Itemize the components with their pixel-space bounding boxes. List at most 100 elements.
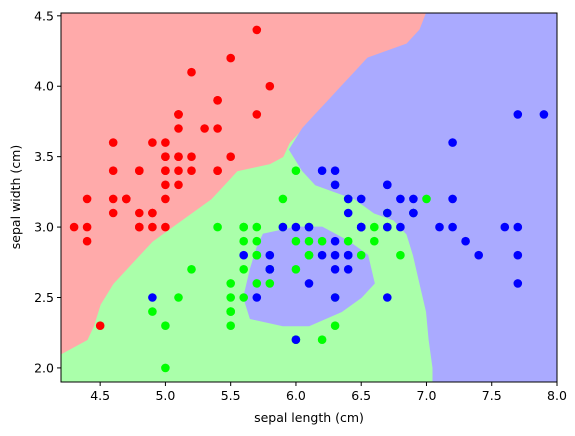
point-class-2-41 — [409, 208, 418, 218]
point-class-2-15 — [343, 194, 353, 204]
y-tick-label: 4.0 — [34, 79, 54, 94]
point-class-0-49 — [161, 180, 170, 190]
point-class-1-48 — [174, 293, 183, 302]
point-class-2-6 — [148, 293, 157, 302]
point-class-2-37 — [343, 208, 353, 218]
point-class-0-1 — [148, 222, 157, 232]
point-class-2-18 — [513, 279, 523, 288]
point-class-1-34 — [213, 222, 222, 232]
point-class-1-33 — [291, 265, 301, 274]
point-class-0-37 — [148, 138, 157, 147]
point-class-1-38 — [239, 222, 248, 232]
x-axis-ticks: 4.5 5.0 5.5 6.0 6.5 7.0 7.5 8.0 — [90, 382, 567, 403]
y-tick-label: 3.5 — [34, 149, 54, 164]
point-class-2-0 — [330, 180, 340, 190]
region-class-2-3 — [243, 226, 375, 327]
point-class-0-32 — [187, 67, 196, 77]
point-class-1-0 — [422, 194, 431, 204]
point-class-2-32 — [343, 250, 353, 260]
point-class-2-47 — [356, 222, 366, 232]
x-axis-label: sepal length (cm) — [254, 410, 364, 425]
y-axis-ticks: 2.0 2.5 3.0 3.5 4.0 4.5 — [34, 8, 61, 375]
x-tick-label: 8.0 — [547, 388, 567, 403]
point-class-2-25 — [448, 194, 457, 204]
point-class-2-38 — [291, 222, 301, 232]
point-class-1-49 — [252, 250, 262, 260]
point-class-2-44 — [383, 180, 392, 190]
point-class-0-42 — [82, 194, 92, 204]
y-tick-label: 2.0 — [34, 360, 54, 375]
x-tick-label: 6.5 — [351, 388, 371, 403]
point-class-1-4 — [356, 250, 366, 260]
x-tick-label: 5.5 — [221, 388, 241, 403]
point-class-1-44 — [239, 265, 248, 274]
point-class-0-6 — [108, 166, 118, 175]
point-class-2-35 — [513, 222, 523, 232]
point-class-2-17 — [513, 110, 523, 119]
point-class-1-28 — [291, 236, 301, 246]
point-class-2-22 — [513, 250, 523, 260]
point-class-0-36 — [226, 152, 235, 161]
point-class-2-23 — [330, 265, 340, 274]
point-class-2-12 — [396, 222, 405, 232]
point-class-1-39 — [226, 293, 235, 302]
point-class-0-35 — [161, 194, 170, 204]
decision-regions — [61, 13, 557, 382]
point-class-0-33 — [226, 53, 235, 63]
point-class-1-9 — [187, 265, 196, 274]
point-class-0-47 — [108, 194, 118, 204]
point-class-1-40 — [226, 279, 235, 288]
point-class-2-42 — [265, 265, 275, 274]
point-class-0-25 — [161, 222, 170, 232]
x-tick-label: 6.0 — [286, 388, 306, 403]
x-tick-label: 4.5 — [90, 388, 110, 403]
point-class-1-37 — [330, 321, 340, 331]
point-class-0-34 — [148, 208, 157, 218]
point-class-1-3 — [226, 321, 235, 331]
point-class-1-29 — [252, 279, 262, 288]
point-class-2-9 — [448, 138, 457, 147]
point-class-0-39 — [174, 166, 183, 175]
point-class-0-31 — [213, 166, 222, 175]
point-class-2-14 — [265, 250, 275, 260]
point-class-1-19 — [239, 293, 248, 302]
point-class-0-29 — [122, 194, 131, 204]
point-class-0-30 — [135, 208, 144, 218]
point-class-0-41 — [95, 321, 105, 331]
x-tick-label: 7.0 — [417, 388, 437, 403]
point-class-2-46 — [330, 293, 340, 302]
y-axis-label: sepal width (cm) — [8, 145, 23, 249]
point-class-0-27 — [187, 152, 196, 161]
point-class-0-15 — [252, 25, 262, 35]
point-class-2-48 — [317, 166, 327, 175]
point-class-0-10 — [213, 124, 222, 133]
point-class-2-21 — [239, 250, 248, 260]
point-class-0-17 — [174, 152, 183, 161]
point-class-0-3 — [108, 208, 118, 218]
point-class-1-18 — [317, 335, 327, 345]
point-class-2-8 — [383, 293, 392, 302]
y-tick-label: 4.5 — [34, 8, 54, 23]
point-class-0-14 — [265, 81, 275, 91]
point-class-1-14 — [239, 236, 248, 246]
point-class-0-48 — [200, 124, 209, 133]
point-class-2-49 — [278, 222, 288, 232]
point-class-2-29 — [448, 222, 457, 232]
point-class-1-25 — [370, 222, 379, 232]
point-class-0-46 — [174, 110, 183, 119]
point-class-2-31 — [539, 110, 549, 119]
point-class-2-27 — [304, 222, 314, 232]
point-class-1-35 — [291, 166, 301, 175]
point-class-0-8 — [82, 236, 92, 246]
point-class-0-24 — [135, 166, 144, 175]
point-class-2-19 — [291, 335, 301, 345]
data-points — [69, 25, 549, 373]
point-class-0-26 — [161, 166, 170, 175]
point-class-1-45 — [252, 222, 262, 232]
point-class-1-13 — [304, 236, 314, 246]
point-class-0-18 — [252, 110, 262, 119]
y-tick-label: 2.5 — [34, 290, 54, 305]
point-class-1-7 — [148, 307, 157, 316]
point-class-2-3 — [330, 236, 340, 246]
x-tick-label: 7.5 — [482, 388, 502, 403]
